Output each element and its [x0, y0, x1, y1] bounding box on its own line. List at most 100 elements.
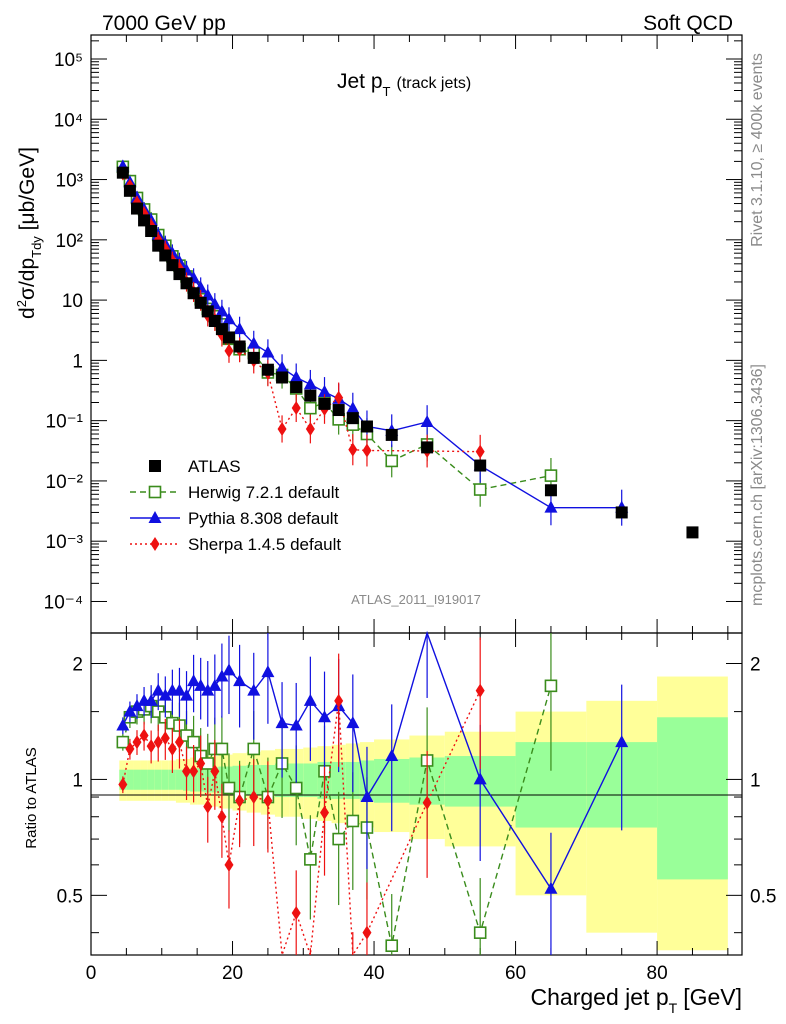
uncertainty-band-inner: [657, 717, 728, 880]
herwig-main-point: [473, 483, 487, 496]
atlas-data-point: [615, 506, 628, 519]
pythia-ratio-point: [158, 688, 172, 701]
pythia-ratio-point: [194, 678, 208, 691]
pythia-main-point: [289, 370, 303, 383]
herwig-ratio-point: [332, 832, 345, 846]
uncertainty-band-inner: [168, 769, 176, 790]
herwig-main-line: [122, 166, 552, 491]
sherpa-ratio-point: [196, 756, 206, 771]
ratio-tick-label: 2: [72, 654, 83, 675]
atlas-data-point: [247, 351, 260, 364]
sherpa-ratio-line: [122, 690, 481, 958]
ratio-tick-label: 0.5: [57, 886, 83, 907]
analysis-id-label: ATLAS_2011_I919017: [351, 592, 481, 607]
pythia-ratio-point: [208, 678, 222, 691]
atlas-data-point: [138, 214, 151, 227]
uncertainty-band-inner: [126, 769, 134, 790]
atlas-data-point: [222, 331, 235, 344]
sherpa-main-point: [475, 444, 485, 459]
pythia-ratio-point: [233, 674, 247, 687]
chart-title-note: (track jets): [396, 75, 471, 92]
atlas-data-point: [385, 428, 398, 441]
pythia-ratio-point: [180, 688, 194, 701]
y-tick-label: 1: [72, 351, 83, 372]
sherpa-ratio-point: [203, 799, 213, 814]
pythia-main-point: [346, 401, 360, 414]
uncertainty-band-inner: [161, 769, 169, 790]
legend-item: Pythia 8.308 default: [130, 509, 339, 528]
herwig-ratio-point: [385, 939, 399, 953]
x-tick-label: 40: [363, 963, 384, 984]
legend-label: Sherpa 1.4.5 default: [188, 535, 341, 554]
y-tick-label: 10⁻²: [46, 472, 84, 493]
herwig-main-point: [385, 454, 399, 468]
herwig-ratio-point: [247, 742, 261, 756]
pythia-ratio-point: [215, 669, 229, 682]
ratio-tick-label: 1: [72, 770, 83, 791]
sherpa-ratio-point: [334, 693, 344, 708]
pythia-ratio-point: [544, 881, 558, 894]
herwig-ratio-point: [473, 926, 487, 939]
atlas-data-point: [261, 363, 274, 376]
atlas-data-point: [159, 249, 172, 262]
sherpa-ratio-point: [160, 731, 170, 746]
atlas-data-point: [686, 526, 699, 539]
uncertainty-band-inner: [154, 769, 162, 790]
rivet-side-label: Rivet 3.1.10, ≥ 400k events: [749, 53, 766, 247]
herwig-ratio-point: [289, 781, 303, 795]
pythia-main-point: [233, 322, 247, 335]
herwig-ratio-point: [544, 679, 558, 693]
sherpa-ratio-point: [174, 735, 184, 750]
pythia-ratio-point: [144, 693, 158, 706]
atlas-data-point: [474, 459, 487, 472]
ratio-tick-label: 1: [750, 770, 761, 791]
atlas-data-point: [201, 305, 214, 318]
pythia-main-point: [275, 360, 289, 373]
herwig-ratio-point: [222, 781, 236, 795]
atlas-data-point: [180, 277, 193, 290]
ratio-frame: [90, 632, 743, 956]
pythia-ratio-point: [289, 718, 303, 731]
pythia-main-point: [544, 500, 558, 513]
plot-frames: [90, 34, 743, 956]
herwig-ratio-point: [346, 814, 360, 828]
uncertainty-band-inner: [303, 763, 318, 798]
pythia-ratio-point: [360, 790, 374, 803]
pythia-ratio-point: [247, 683, 261, 696]
uncertainty-band-inner: [147, 769, 155, 790]
pythia-ratio-point: [130, 699, 144, 712]
atlas-data-point: [332, 404, 345, 417]
herwig-ratio-point: [215, 742, 229, 756]
sherpa-ratio-point: [125, 741, 135, 756]
sherpa-ratio-point: [146, 739, 156, 754]
x-tick-label: 20: [222, 963, 243, 984]
pythia-main-point: [261, 345, 275, 358]
sherpa-ratio-point: [249, 790, 259, 805]
sherpa-main-point: [224, 343, 234, 358]
legend-marker: [149, 460, 161, 472]
pythia-main-point: [222, 312, 236, 325]
herwig-ratio-point: [304, 853, 317, 866]
y-tick-label: 10⁴: [54, 110, 83, 131]
pythia-main-point: [247, 336, 261, 349]
sherpa-main-point: [362, 443, 372, 458]
sherpa-ratio-point: [153, 735, 163, 750]
legend-marker: [150, 537, 160, 551]
pythia-ratio-point: [123, 704, 137, 717]
sherpa-main-point: [348, 442, 358, 457]
uncertainty-band-inner: [140, 769, 148, 790]
pythia-ratio-point: [303, 693, 317, 706]
atlas-data-point: [123, 184, 136, 197]
pythia-ratio-point: [385, 749, 399, 762]
legend: ATLAS Herwig 7.2.1 default Pythia 8.308 de…: [130, 457, 341, 554]
legend-marker: [148, 511, 162, 523]
atlas-data-point: [544, 484, 557, 497]
sherpa-ratio-point: [182, 764, 192, 779]
chart-title-sub: T: [383, 84, 391, 99]
herwig-main-point: [544, 469, 558, 482]
atlas-data-point: [173, 268, 186, 281]
sherpa-main-point: [334, 390, 344, 405]
sherpa-ratio-point: [291, 905, 301, 920]
mcplots-side-label: mcplots.cern.ch [arXiv:1306.3436]: [749, 364, 766, 606]
